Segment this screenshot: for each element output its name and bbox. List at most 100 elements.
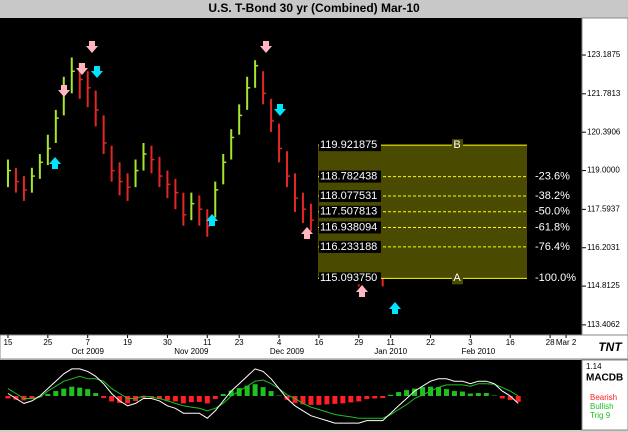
histogram-bar [53, 391, 59, 396]
histogram-bar [45, 394, 51, 396]
histogram-bar [260, 387, 266, 396]
fib-percent-label: -38.2% [535, 190, 570, 202]
fib-price-label: 118.077531 [320, 190, 377, 202]
x-tick-label: 4 [277, 338, 282, 347]
histogram-bar [101, 396, 107, 398]
histogram-bar [435, 387, 441, 396]
indicator-name: MACDB [586, 373, 623, 384]
histogram-bar [244, 385, 250, 396]
x-tick-label: 7 [85, 338, 90, 347]
fib-point-bg [452, 139, 463, 152]
histogram-bar [236, 388, 242, 396]
histogram-bar [308, 396, 314, 405]
y-tick-label: 116.2031 [587, 243, 620, 252]
legend-entry: Bearish [590, 393, 617, 402]
logo: TNT [598, 340, 623, 354]
month-label: Nov 2009 [174, 347, 209, 356]
fib-percent-label: -61.8% [535, 221, 570, 233]
x-tick-label: 22 [426, 338, 435, 347]
x-tick-label: 19 [123, 338, 132, 347]
month-label: Oct 2009 [71, 347, 104, 356]
histogram-bar [196, 396, 202, 402]
x-tick-label: 15 [4, 338, 13, 347]
histogram-bar [507, 396, 513, 400]
fib-point-label: B [453, 139, 460, 151]
fib-label-bg [319, 272, 381, 285]
histogram-bar [364, 396, 370, 399]
histogram-bar [228, 390, 234, 396]
histogram-bar [380, 396, 386, 398]
trigger-line [7, 375, 519, 419]
sell-arrow [274, 104, 286, 116]
histogram-bar [220, 394, 226, 396]
histogram-bar [156, 396, 162, 399]
title-bar [0, 0, 628, 18]
histogram-bar [204, 396, 210, 404]
histogram-bar [141, 396, 147, 398]
x-tick-label: 23 [235, 338, 244, 347]
fib-label-bg [319, 240, 381, 253]
histogram-bar [164, 396, 170, 401]
y-tick-label: 119.0000 [587, 166, 620, 175]
month-label: Feb 2010 [461, 347, 495, 356]
histogram-bar [515, 396, 521, 402]
histogram-bar [396, 392, 402, 396]
fib-price-label: 117.507813 [320, 206, 377, 218]
histogram-bar [125, 396, 131, 404]
sell-arrow [86, 41, 98, 53]
fib-label-bg [319, 205, 381, 218]
x-tick-label: 29 [354, 338, 363, 347]
histogram-bar [324, 396, 330, 405]
fib-percent-label: -76.4% [535, 241, 570, 253]
sell-arrow [58, 85, 70, 97]
histogram-bar [420, 387, 426, 396]
x-tick-label: 16 [506, 338, 515, 347]
month-label: Dec 2009 [270, 347, 305, 356]
legend-entry: Bullish [590, 402, 614, 411]
y-tick-label: 120.3906 [587, 127, 621, 136]
legend-entry: Trig 9 [590, 411, 611, 420]
x-tick-label: 16 [314, 338, 323, 347]
histogram-bar [475, 393, 481, 396]
histogram-bar [5, 396, 11, 399]
price-axis [581, 17, 628, 336]
histogram-bar [85, 389, 91, 396]
histogram-bar [332, 396, 338, 404]
sell-arrow [91, 66, 103, 78]
indicator-scale: 1.14 [586, 362, 602, 371]
histogram-bar [499, 396, 505, 399]
chart-title: U.S. T-Bond 30 yr (Combined) Mar-10 [208, 1, 420, 15]
histogram-bar [109, 396, 115, 402]
histogram-bar [459, 391, 465, 396]
histogram-bar [483, 393, 489, 396]
histogram-bar [404, 390, 410, 396]
fib-price-label: 118.782438 [320, 170, 377, 182]
fib-percent-label: -23.6% [535, 170, 570, 182]
buy-arrow [356, 285, 368, 297]
histogram-bar [61, 388, 67, 396]
x-tick-label: 25 [43, 338, 52, 347]
indicator-legend-panel [581, 359, 628, 431]
buy-arrow [301, 227, 313, 239]
date-axis [0, 334, 628, 360]
x-tick-label: 3 [468, 338, 473, 347]
fib-price-label: 116.938094 [320, 221, 377, 233]
fib-price-label: 119.921875 [320, 139, 377, 151]
histogram-bar [412, 388, 418, 396]
histogram-bar [372, 396, 378, 399]
histogram-bar [300, 396, 306, 405]
y-tick-label: 113.4062 [587, 320, 620, 329]
histogram-bar [13, 396, 19, 400]
histogram-bar [348, 396, 354, 403]
fib-point-bg [452, 272, 463, 285]
x-tick-label: 11 [203, 338, 212, 347]
y-tick-label: 117.5937 [587, 204, 620, 213]
fib-point-label: A [453, 272, 461, 284]
fib-label-bg [319, 190, 381, 203]
histogram-bar [292, 396, 298, 403]
fib-price-label: 115.093750 [320, 272, 377, 284]
histogram-bar [388, 394, 394, 396]
histogram-bar [268, 391, 274, 396]
buy-arrow [206, 214, 218, 226]
